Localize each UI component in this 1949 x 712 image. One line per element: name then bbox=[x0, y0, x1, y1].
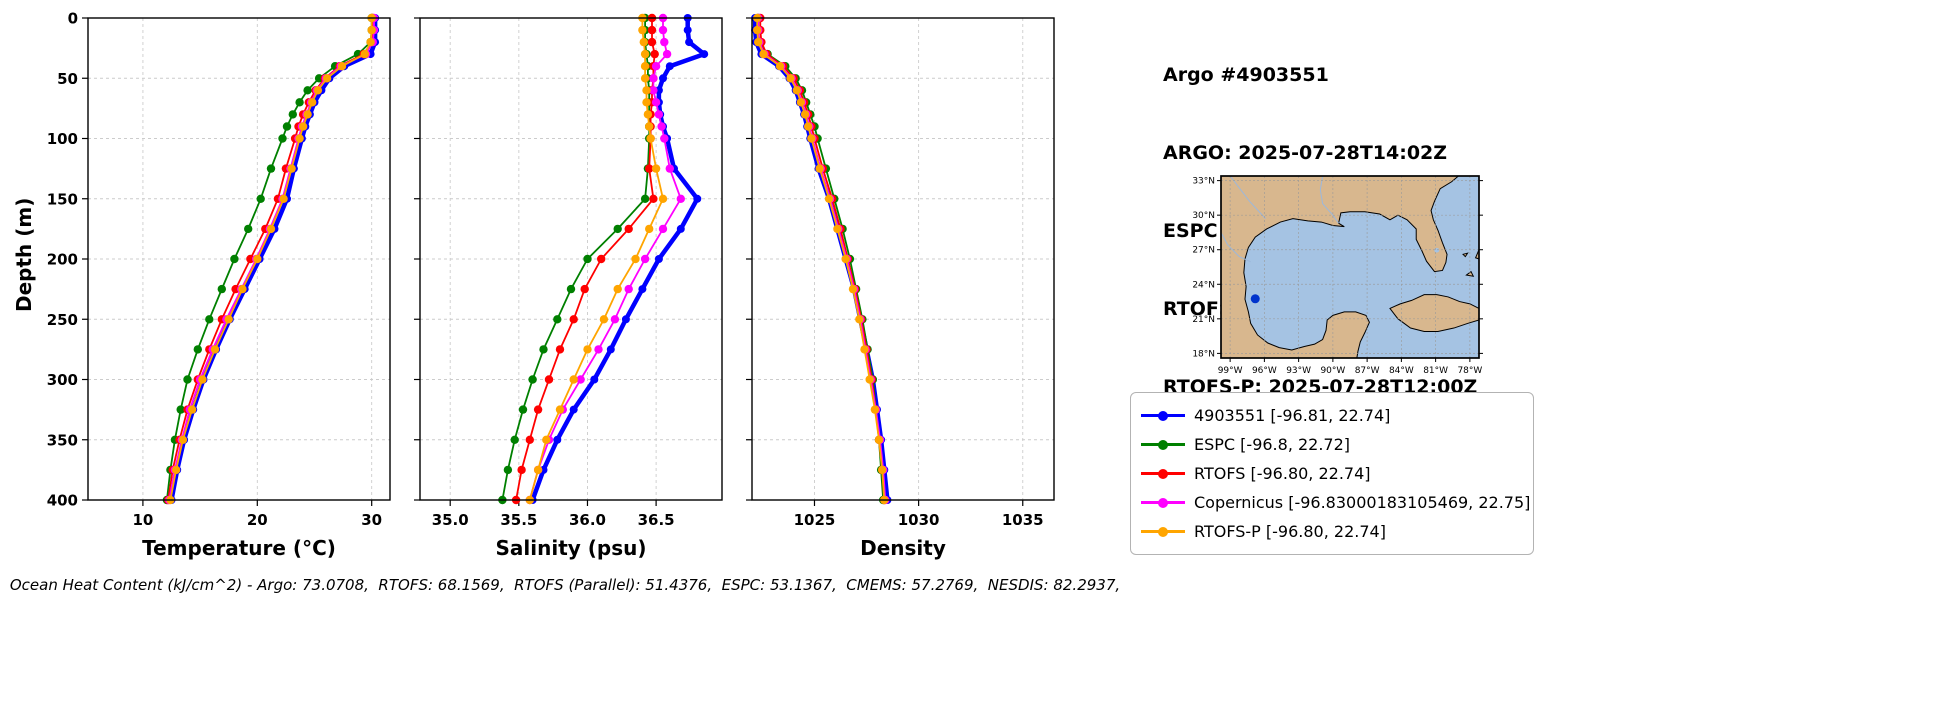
float-title: Argo #4903551 bbox=[1163, 64, 1329, 86]
salinity-subplot: 35.0 35.5 36.0 36.5 bbox=[414, 13, 723, 529]
depth-tick-label: 150 bbox=[47, 190, 78, 208]
map-lat-tick-label: 24°N bbox=[1192, 280, 1215, 290]
legend-label-rtofs: RTOFS [-96.80, 22.74] bbox=[1194, 464, 1371, 483]
argo-position-marker bbox=[1250, 294, 1260, 304]
depth-tick-label: 300 bbox=[47, 371, 78, 389]
legend-item-rtofs: RTOFS [-96.80, 22.74] bbox=[1141, 459, 1523, 488]
salinity-x-tick-label: 35.0 bbox=[432, 511, 469, 529]
map-river-rio-grande bbox=[1221, 232, 1251, 261]
map-lat-tick-label: 27°N bbox=[1192, 246, 1215, 256]
legend-label-rtofsp: RTOFS-P [-96.80, 22.74] bbox=[1194, 522, 1386, 541]
legend: 4903551 [-96.81, 22.74] ESPC [-96.8, 22.… bbox=[1130, 392, 1534, 555]
legend-label-argo: 4903551 [-96.81, 22.74] bbox=[1194, 406, 1391, 425]
density-axis-title: Density bbox=[860, 536, 946, 560]
map-lat-tick-label: 30°N bbox=[1192, 211, 1215, 221]
map-river-mississippi bbox=[1320, 176, 1338, 223]
series-RTOFS-P-density bbox=[753, 13, 889, 505]
legend-swatch-rtofs bbox=[1141, 467, 1185, 481]
map-lon-tick-label: 78°W bbox=[1457, 366, 1482, 376]
legend-swatch-espc bbox=[1141, 438, 1185, 452]
legend-swatch-copernicus bbox=[1141, 496, 1185, 510]
salinity-x-tick-label: 35.5 bbox=[500, 511, 537, 529]
temperature-x-tick-label: 20 bbox=[247, 511, 268, 529]
series-RTOFS-P-salinity bbox=[525, 13, 668, 505]
salinity-x-tick-label: 36.0 bbox=[569, 511, 606, 529]
map-grid-and-labels: 99°W 96°W 93°W 90°W 87°W 84°W 81°W 78°W 33°N 30°N… bbox=[1192, 175, 1483, 376]
depth-tick-label: 350 bbox=[47, 431, 78, 449]
info-line-argo: ARGO: 2025-07-28T14:02Z bbox=[1163, 142, 1448, 164]
map-lake-okeechobee bbox=[1434, 247, 1440, 253]
series-RTOFS-P-temperature bbox=[166, 13, 376, 505]
map-lon-tick-label: 99°W bbox=[1218, 366, 1243, 376]
map-lon-tick-label: 93°W bbox=[1286, 366, 1311, 376]
map-island-bahamas-2 bbox=[1463, 253, 1468, 256]
legend-item-copernicus: Copernicus [-96.83000183105469, 22.75] bbox=[1141, 488, 1530, 517]
legend-item-rtofsp: RTOFS-P [-96.80, 22.74] bbox=[1141, 517, 1523, 546]
salinity-axis-title: Salinity (psu) bbox=[495, 536, 647, 560]
y-axis-title: Depth (m) bbox=[12, 197, 36, 312]
legend-item-argo: 4903551 [-96.81, 22.74] bbox=[1141, 401, 1523, 430]
series-Copernicus-density bbox=[754, 13, 890, 505]
depth-tick-label: 0 bbox=[68, 10, 78, 28]
legend-label-copernicus: Copernicus [-96.83000183105469, 22.75] bbox=[1194, 493, 1531, 512]
map-island-bahamas-3 bbox=[1476, 250, 1479, 259]
map-lon-tick-label: 87°W bbox=[1355, 366, 1380, 376]
density-x-tick-label: 1030 bbox=[898, 511, 940, 529]
temperature-x-tick-label: 10 bbox=[132, 511, 153, 529]
gulf-of-mexico-map: 99°W 96°W 93°W 90°W 87°W 84°W 81°W 78°W 33°N 30°N… bbox=[1192, 175, 1483, 376]
depth-tick-label: 200 bbox=[47, 251, 78, 269]
salinity-x-tick-label: 36.5 bbox=[638, 511, 675, 529]
map-lat-tick-label: 33°N bbox=[1192, 177, 1215, 187]
legend-item-espc: ESPC [-96.8, 22.72] bbox=[1141, 430, 1523, 459]
map-lon-tick-label: 96°W bbox=[1252, 366, 1277, 376]
ocean-heat-content-caption: Ocean Heat Content (kJ/cm^2) - Argo: 73.… bbox=[9, 576, 1121, 594]
map-island-cuba bbox=[1390, 295, 1479, 332]
depth-tick-label: 100 bbox=[47, 130, 78, 148]
map-lat-tick-label: 18°N bbox=[1192, 349, 1215, 359]
depth-tick-label: 400 bbox=[47, 492, 78, 510]
map-river-brazos bbox=[1230, 176, 1265, 219]
density-subplot: 1025 1030 1035 bbox=[746, 13, 1055, 529]
map-lon-tick-label: 90°W bbox=[1320, 366, 1345, 376]
legend-swatch-argo bbox=[1141, 409, 1185, 423]
legend-label-espc: ESPC [-96.8, 22.72] bbox=[1194, 435, 1351, 454]
map-lon-tick-label: 81°W bbox=[1423, 366, 1448, 376]
temperature-axis-title: Temperature (°C) bbox=[142, 536, 336, 560]
depth-tick-label: 250 bbox=[47, 311, 78, 329]
temperature-x-tick-label: 30 bbox=[361, 511, 382, 529]
legend-swatch-rtofsp bbox=[1141, 525, 1185, 539]
depth-tick-label: 50 bbox=[57, 70, 78, 88]
density-x-tick-label: 1025 bbox=[794, 511, 836, 529]
map-lon-tick-label: 84°W bbox=[1389, 366, 1414, 376]
map-lat-tick-label: 21°N bbox=[1192, 315, 1215, 325]
density-x-tick-label: 1035 bbox=[1002, 511, 1044, 529]
map-land-north-america bbox=[1221, 176, 1458, 358]
